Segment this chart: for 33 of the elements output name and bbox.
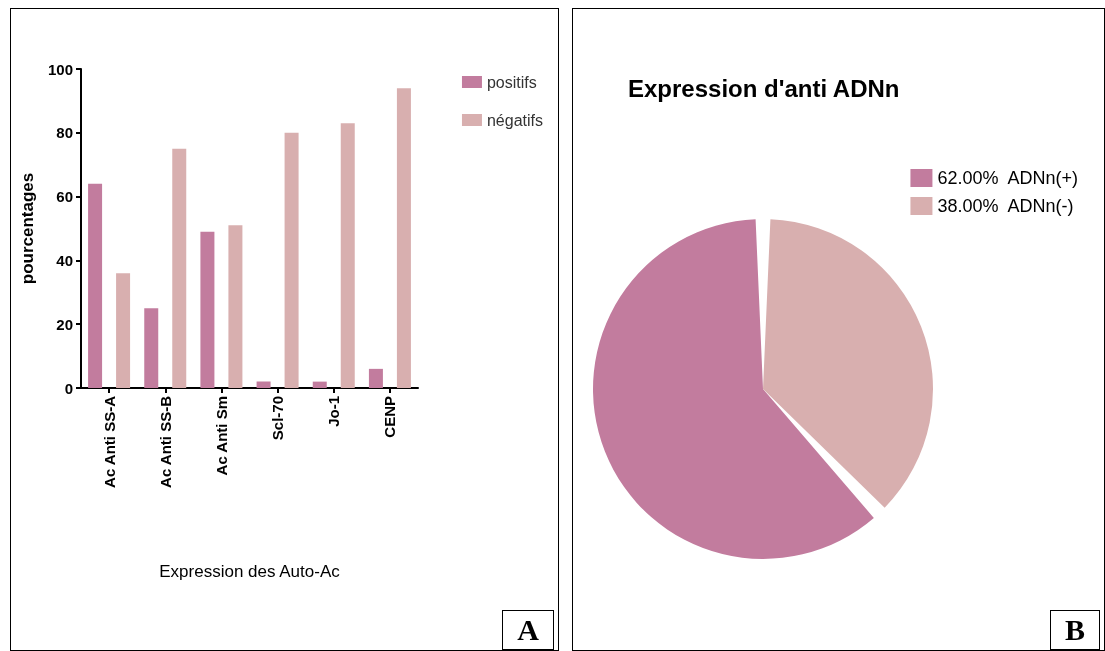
x-axis-title: Expression des Auto-Ac [159, 562, 341, 581]
y-tick-label: 0 [64, 379, 73, 397]
bar [256, 381, 271, 388]
x-tick-label: Ac Anti Sm [212, 396, 230, 476]
chart-title: Expression d'anti ADNn [628, 74, 900, 102]
bar [340, 123, 355, 388]
bar [312, 381, 327, 388]
y-tick-label: 40 [56, 251, 73, 269]
bar [88, 183, 103, 388]
y-tick-label: 20 [56, 315, 73, 333]
bar [368, 368, 383, 388]
y-axis-title: pourcentages [18, 172, 37, 285]
bar [396, 88, 411, 388]
bar [172, 148, 187, 388]
legend-label: négatifs [486, 111, 544, 129]
bar [200, 231, 215, 388]
legend-label: 62.00% ADNn(+) [937, 168, 1079, 188]
bar [144, 308, 159, 388]
bar [284, 132, 299, 388]
y-tick-label: 60 [56, 188, 73, 206]
bar [116, 273, 131, 388]
legend-label: 38.00% ADNn(-) [937, 196, 1074, 216]
y-tick-label: 80 [56, 124, 73, 142]
bar [228, 225, 243, 388]
text: B [1049, 610, 1100, 650]
x-tick-label: Ac Anti SS-B [156, 395, 174, 488]
y-tick-label: 100 [47, 60, 73, 78]
legend-label: positifs [486, 73, 537, 91]
text: A [502, 610, 554, 650]
x-tick-label: CENP [381, 396, 399, 438]
x-tick-label: Scl-70 [269, 396, 287, 441]
x-tick-label: Jo-1 [325, 396, 343, 427]
x-tick-label: Ac Anti SS-A [100, 395, 118, 488]
